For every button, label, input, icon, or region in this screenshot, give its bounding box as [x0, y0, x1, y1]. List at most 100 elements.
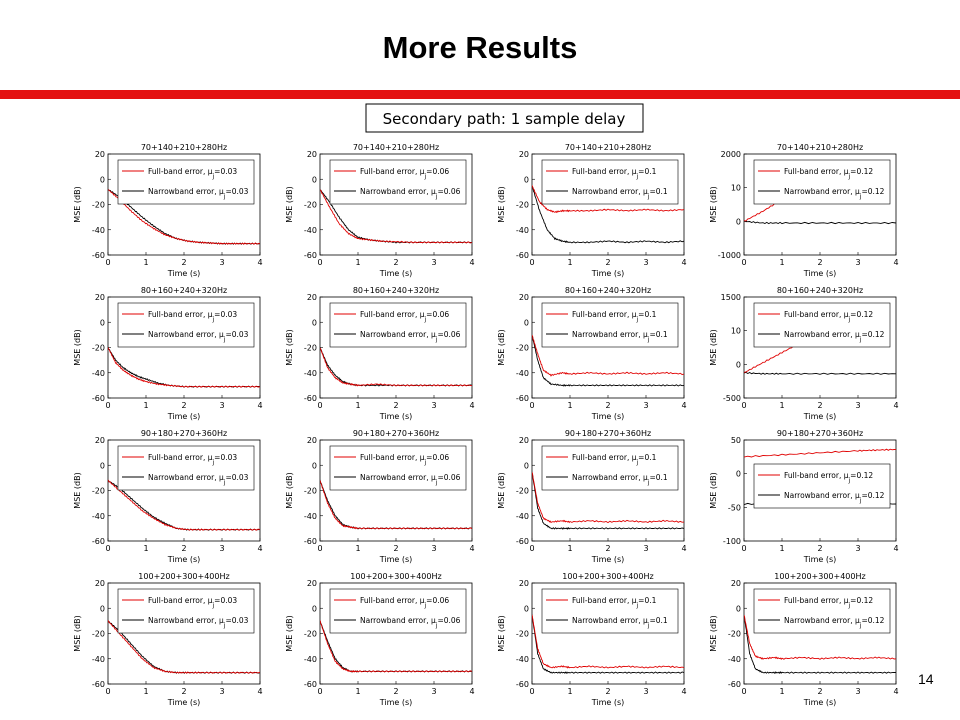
y-tick-label: -40 — [516, 512, 529, 521]
x-tick-label: 3 — [219, 401, 224, 410]
y-tick-label: 0 — [736, 360, 741, 369]
x-tick-label: 0 — [105, 258, 110, 267]
x-tick-label: 2 — [393, 544, 398, 553]
legend: Full-band error, μj=0.03 Narrowband error… — [117, 588, 255, 634]
legend: Full-band error, μj=0.03 Narrowband error… — [117, 445, 255, 491]
series-line — [108, 620, 260, 674]
y-tick-label: -20 — [516, 344, 529, 353]
y-axis-label: MSE (dB) — [73, 615, 82, 651]
y-tick-label: -20 — [92, 487, 105, 496]
y-tick-label: -60 — [304, 251, 317, 260]
x-axis-label: Time (s) — [591, 412, 625, 421]
y-axis-label: MSE (dB) — [497, 329, 506, 365]
y-tick-label: -40 — [516, 655, 529, 664]
x-axis-label: Time (s) — [167, 555, 201, 564]
x-tick-label: 0 — [741, 544, 746, 553]
y-tick-label: -60 — [92, 251, 105, 260]
legend-label: Narrowband error, μj=0.03 — [148, 616, 249, 629]
subplot: 80+160+240+320Hz Time (s) MSE (dB) 0 1 2 3 4 20 0… — [73, 286, 263, 421]
x-axis-label: Time (s) — [803, 555, 837, 564]
legend-label: Full-band error, μj=0.1 — [572, 596, 657, 609]
x-tick-label: 3 — [855, 401, 860, 410]
subplot-title: 70+140+210+280Hz — [353, 143, 439, 152]
y-tick-label: 0 — [100, 175, 105, 184]
legend: Full-band error, μj=0.03 Narrowband error… — [117, 302, 255, 348]
y-tick-label: -20 — [516, 630, 529, 639]
x-tick-label: 1 — [143, 687, 148, 696]
x-tick-label: 4 — [469, 687, 474, 696]
x-axis-label: Time (s) — [379, 555, 413, 564]
y-tick-label: 0 — [736, 470, 741, 479]
legend-label: Narrowband error, μj=0.12 — [784, 330, 885, 343]
slide-title: More Results — [382, 30, 578, 65]
legend-label: Full-band error, μj=0.12 — [784, 596, 873, 609]
subplot: 100+200+300+400Hz Time (s) MSE (dB) 0 1 2 3 4 20… — [73, 572, 263, 707]
y-tick-label: 10 — [731, 184, 741, 193]
x-tick-label: 2 — [605, 401, 610, 410]
series-group — [320, 347, 472, 387]
series-group — [108, 188, 260, 245]
legend-box — [753, 463, 891, 509]
legend-box — [541, 588, 679, 634]
legend: Full-band error, μj=0.03 Narrowband error… — [117, 159, 255, 205]
y-tick-label: 20 — [95, 150, 105, 159]
legend-box — [753, 159, 891, 205]
x-tick-label: 3 — [855, 544, 860, 553]
series-line — [320, 480, 472, 530]
subplot-title: 100+200+300+400Hz — [562, 572, 653, 581]
x-tick-label: 1 — [143, 401, 148, 410]
series-group — [744, 614, 896, 674]
x-tick-label: 1 — [779, 687, 784, 696]
x-tick-label: 0 — [105, 687, 110, 696]
series-line — [532, 614, 684, 669]
legend: Full-band error, μj=0.1 Narrowband error,… — [541, 588, 679, 634]
figure-header: Secondary path: 1 sample delay — [365, 103, 644, 133]
y-tick-label: 1500 — [721, 293, 741, 302]
y-tick-label: 20 — [519, 150, 529, 159]
legend-label: Full-band error, μj=0.1 — [572, 167, 657, 180]
series-group — [320, 479, 472, 530]
subplot-title: 80+160+240+320Hz — [777, 286, 863, 295]
series-line — [744, 220, 896, 225]
legend-box — [753, 588, 891, 634]
series-group — [108, 479, 260, 531]
subplot: 80+160+240+320Hz Time (s) MSE (dB) 0 1 2 3 4 20 0… — [285, 286, 475, 421]
x-axis-label: Time (s) — [167, 269, 201, 278]
x-tick-label: 0 — [317, 258, 322, 267]
y-axis-label: MSE (dB) — [73, 329, 82, 365]
series-line — [108, 479, 260, 531]
x-tick-label: 3 — [431, 258, 436, 267]
series-line — [532, 185, 684, 214]
y-tick-label: -60 — [304, 394, 317, 403]
legend-label: Full-band error, μj=0.03 — [148, 596, 237, 609]
x-tick-label: 4 — [469, 401, 474, 410]
y-tick-label: -20 — [516, 201, 529, 210]
series-line — [744, 371, 896, 375]
y-axis-label: MSE (dB) — [73, 472, 82, 508]
subplot-title: 100+200+300+400Hz — [350, 572, 441, 581]
y-tick-label: 10 — [731, 327, 741, 336]
x-tick-label: 0 — [741, 687, 746, 696]
y-tick-label: -60 — [304, 680, 317, 689]
title-underline-bar — [0, 90, 960, 99]
x-axis-label: Time (s) — [591, 555, 625, 564]
subplot: 100+200+300+400Hz Time (s) MSE (dB) 0 1 2 3 4 20… — [709, 572, 899, 707]
y-tick-label: 0 — [100, 461, 105, 470]
y-tick-label: -40 — [92, 226, 105, 235]
y-tick-label: -20 — [92, 201, 105, 210]
subplot: 70+140+210+280Hz Time (s) MSE (dB) 0 1 2 3 4 200… — [709, 143, 899, 278]
y-tick-label: 20 — [519, 579, 529, 588]
y-tick-label: -20 — [304, 630, 317, 639]
subplot: 80+160+240+320Hz Time (s) MSE (dB) 0 1 2 3 4 150… — [709, 286, 899, 421]
series-group — [320, 620, 472, 673]
x-tick-label: 1 — [143, 258, 148, 267]
subplot: 90+180+270+360Hz Time (s) MSE (dB) 0 1 2 3 4 50 0… — [709, 429, 899, 564]
x-tick-label: 4 — [469, 544, 474, 553]
legend: Full-band error, μj=0.1 Narrowband error,… — [541, 302, 679, 348]
series-line — [320, 347, 472, 387]
x-tick-label: 2 — [605, 687, 610, 696]
y-tick-label: -100 — [723, 537, 741, 546]
y-axis-label: MSE (dB) — [497, 186, 506, 222]
legend: Full-band error, μj=0.12 Narrowband error… — [753, 159, 891, 205]
